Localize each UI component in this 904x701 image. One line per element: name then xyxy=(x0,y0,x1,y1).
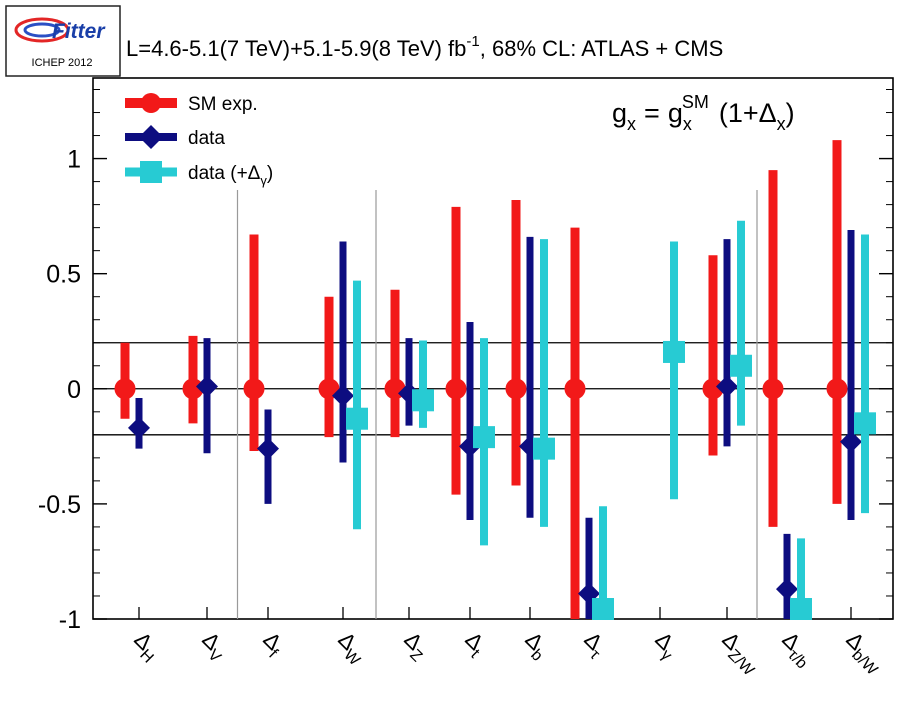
legend-data-marker xyxy=(139,125,163,149)
x-category-label-5: Δt xyxy=(457,627,492,662)
x-category-label-2: Δf xyxy=(255,627,290,662)
formula-close: ) xyxy=(786,98,795,128)
x-category-label-9: ΔZ/W xyxy=(714,627,767,680)
formula-eq: = xyxy=(644,98,660,128)
legend-sm-marker xyxy=(141,93,161,113)
y-tick-label: 0.5 xyxy=(46,261,81,289)
x-category-label-10: Δτ/b xyxy=(774,627,820,673)
marker-sm-1 xyxy=(182,378,204,400)
x-category-text: Δτ/b xyxy=(774,627,820,673)
x-category-text: ΔH xyxy=(126,627,166,667)
x-labels-layer: ΔH ΔV Δf ΔW ΔZ Δt Δb Δτ Δγ ΔZ/WΔτ/b Δb/W xyxy=(126,627,890,680)
logo: Fitter ICHEP 2012 xyxy=(5,5,121,77)
formula-rhs-sup: SM xyxy=(682,92,709,112)
grid-layer xyxy=(93,190,893,619)
logo-caption: ICHEP 2012 xyxy=(32,57,93,69)
marker-sm-5 xyxy=(445,378,467,400)
marker-data-11 xyxy=(840,430,862,453)
x-category-text: Δf xyxy=(255,627,290,662)
legend-item-sm: SM exp. xyxy=(125,93,258,115)
x-category-label-11: Δb/W xyxy=(838,627,890,679)
logo-swoosh-inner-icon xyxy=(23,22,61,38)
legend-data-label: data xyxy=(188,128,225,149)
lumi-header-exp: -1 xyxy=(466,33,479,50)
legend-item-data-gamma: data (+Δγ) xyxy=(125,161,273,188)
marker-data-gamma-4 xyxy=(412,389,434,412)
marker-sm-11 xyxy=(826,378,848,400)
logo-swoosh-icon xyxy=(14,17,70,43)
x-category-label-1: ΔV xyxy=(194,627,233,666)
lumi-header-main: L=4.6-5.1(7 TeV)+5.1-5.9(8 TeV) fb xyxy=(126,36,466,61)
legend-gamma-marker xyxy=(140,161,162,183)
x-category-text: Δb/W xyxy=(838,627,890,679)
x-category-text: Δτ xyxy=(576,627,613,664)
marker-data-gamma-9 xyxy=(730,354,752,377)
x-category-text: ΔV xyxy=(194,627,233,666)
legend: SM exp. data data (+Δγ) xyxy=(125,93,273,188)
formula-delta-sub: x xyxy=(777,114,786,134)
y-tick-label: -1 xyxy=(59,606,81,634)
marker-data-2 xyxy=(257,437,279,460)
marker-sm-7 xyxy=(564,378,586,400)
marker-data-1 xyxy=(196,375,218,398)
logo-text: Fitter xyxy=(52,20,106,43)
y-tick-label: -0.5 xyxy=(38,491,81,519)
marker-data-gamma-3 xyxy=(346,407,368,430)
logo-frame xyxy=(5,5,121,77)
y-tick-label: 1 xyxy=(67,146,81,174)
marker-sm-9 xyxy=(702,378,724,400)
marker-sm-0 xyxy=(114,378,136,400)
marker-data-gamma-10 xyxy=(790,598,812,620)
y-tick-label: 0 xyxy=(67,376,81,404)
x-category-text: Δγ xyxy=(647,627,684,664)
x-category-label-8: Δγ xyxy=(647,627,684,664)
formula-open: (1+ xyxy=(719,98,759,128)
formula-rhs: g xyxy=(668,98,683,128)
legend-gamma-label-sub: γ xyxy=(260,173,267,188)
formula-rhs-sub: x xyxy=(683,114,692,134)
x-category-label-4: ΔZ xyxy=(396,627,435,666)
marker-sm-6 xyxy=(505,378,527,400)
marker-data-gamma-5 xyxy=(473,426,495,449)
lumi-header: L=4.6-5.1(7 TeV)+5.1-5.9(8 TeV) fb-1, 68… xyxy=(126,33,723,61)
plot-frame xyxy=(92,77,894,620)
x-category-label-6: Δb xyxy=(517,627,555,665)
x-category-text: ΔZ xyxy=(396,627,435,666)
legend-gamma-label: data (+Δγ) xyxy=(188,163,273,188)
marker-data-0 xyxy=(128,416,150,439)
legend-sm-label: SM exp. xyxy=(188,94,258,115)
formula-lhs: g xyxy=(612,98,627,128)
marker-sm-2 xyxy=(243,378,265,400)
marker-data-gamma-8 xyxy=(663,340,685,363)
x-category-text: Δt xyxy=(457,627,492,662)
legend-gamma-label-close: ) xyxy=(267,163,273,184)
marker-sm-10 xyxy=(762,378,784,400)
x-category-text: ΔW xyxy=(330,627,373,670)
bars-layer xyxy=(114,140,876,620)
x-category-label-7: Δτ xyxy=(576,627,613,664)
x-category-label-3: ΔW xyxy=(330,627,373,670)
ticks-layer: -1 -0.5 0 0.5 1 xyxy=(38,89,893,634)
x-category-text: Δb xyxy=(517,627,555,665)
coupling-formula: gx = gxSM (1+Δx) xyxy=(612,92,795,134)
marker-data-9 xyxy=(716,375,738,398)
marker-data-gamma-6 xyxy=(533,437,555,460)
legend-gamma-label-main: data (+Δ xyxy=(188,163,261,184)
legend-item-data: data xyxy=(125,125,225,149)
x-category-text: ΔZ/W xyxy=(714,627,767,680)
marker-data-gamma-7 xyxy=(592,598,614,620)
lumi-header-rest: , 68% CL: ATLAS + CMS xyxy=(480,36,724,61)
marker-data-gamma-11 xyxy=(854,412,876,435)
marker-data-3 xyxy=(332,384,354,407)
marker-data-10 xyxy=(776,578,798,601)
formula-lhs-sub: x xyxy=(627,114,636,134)
formula-delta: Δ xyxy=(759,98,777,128)
x-category-label-0: ΔH xyxy=(126,627,166,667)
